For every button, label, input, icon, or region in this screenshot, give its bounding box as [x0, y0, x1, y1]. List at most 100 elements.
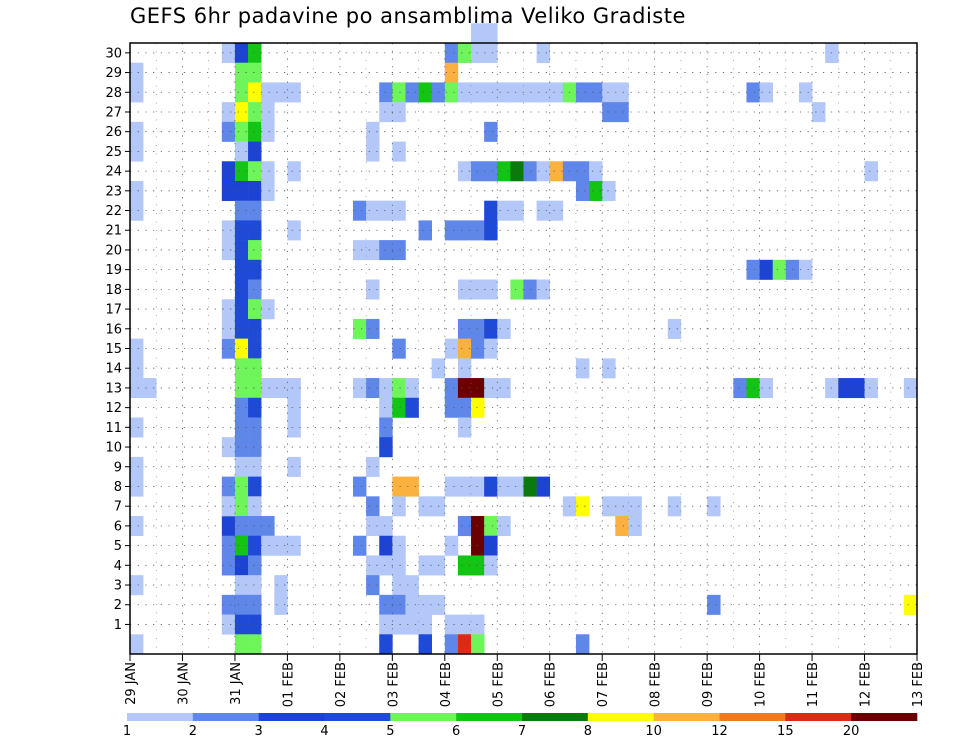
- heatmap-cell: [248, 200, 262, 221]
- heatmap-cell: [287, 417, 301, 438]
- heatmap-cell: [484, 535, 498, 556]
- y-tick-label: 6: [114, 519, 122, 534]
- heatmap-cell: [405, 378, 419, 399]
- heatmap-cell: [221, 180, 236, 201]
- colorbar-swatch: [522, 713, 589, 721]
- heatmap-cell: [484, 555, 498, 576]
- heatmap-cell: [549, 200, 564, 221]
- heatmap-cell: [628, 496, 642, 517]
- colorbar-label: 20: [843, 724, 860, 739]
- colorbar-swatch: [456, 713, 523, 721]
- heatmap-cell: [234, 476, 249, 497]
- x-tick-label: 06 FEB: [544, 662, 559, 707]
- heatmap-cell: [812, 102, 826, 123]
- heatmap-cell: [248, 614, 262, 635]
- heatmap-cell: [274, 535, 288, 556]
- heatmap-cell: [457, 476, 472, 497]
- heatmap-cell: [130, 575, 144, 596]
- x-tick-label: 31 JAN: [229, 662, 244, 705]
- heatmap-cell: [234, 141, 249, 162]
- x-tick-label: 02 FEB: [334, 662, 349, 707]
- heatmap-cell: [287, 535, 301, 556]
- heatmap-cell: [352, 378, 367, 399]
- heatmap-cell: [130, 141, 144, 162]
- y-tick-label: 10: [105, 441, 122, 456]
- heatmap-cell: [536, 200, 551, 221]
- heatmap-cell: [234, 378, 249, 399]
- heatmap-cell: [392, 82, 406, 103]
- heatmap-cell: [392, 535, 406, 556]
- heatmap-cell: [221, 476, 236, 497]
- heatmap-cell: [248, 397, 262, 418]
- heatmap-cell: [261, 180, 275, 201]
- heatmap-cell: [221, 614, 236, 635]
- heatmap-cell: [234, 220, 249, 241]
- heatmap-cell: [457, 397, 472, 418]
- heatmap-cell: [130, 338, 144, 359]
- heatmap-cell: [234, 43, 249, 64]
- heatmap-cell: [392, 200, 406, 221]
- heatmap-cell: [392, 476, 406, 497]
- colorbar-swatch: [851, 713, 918, 721]
- heatmap-cell: [405, 594, 419, 615]
- heatmap-cell: [248, 555, 262, 576]
- heatmap-cell: [130, 634, 144, 655]
- heatmap-cell: [484, 82, 498, 103]
- heatmap-cell: [221, 594, 236, 615]
- heatmap-cell: [392, 378, 406, 399]
- heatmap-cell: [864, 161, 878, 182]
- heatmap-cell: [352, 200, 367, 221]
- heatmap-cell: [457, 318, 472, 339]
- heatmap-cell: [221, 535, 236, 556]
- x-tick-label: 10 FEB: [754, 662, 769, 707]
- heatmap-cell: [471, 220, 485, 241]
- heatmap-cell: [234, 594, 249, 615]
- heatmap-cell: [379, 417, 393, 438]
- heatmap-cell: [523, 82, 537, 103]
- heatmap-cell: [379, 634, 393, 655]
- heatmap-cell: [261, 161, 275, 182]
- heatmap-cell: [392, 397, 406, 418]
- heatmap-cell: [471, 161, 485, 182]
- heatmap-cell: [615, 102, 629, 123]
- x-tick-label: 09 FEB: [701, 662, 716, 707]
- heatmap-cell: [484, 121, 498, 142]
- heatmap-cell: [497, 378, 511, 399]
- heatmap-cell: [366, 555, 380, 576]
- y-tick-label: 30: [105, 46, 122, 61]
- heatmap-cell: [130, 200, 144, 221]
- heatmap-cell: [261, 102, 275, 123]
- heatmap-cell: [234, 516, 249, 537]
- heatmap-cell: [248, 240, 262, 261]
- heatmap-cell: [221, 338, 236, 359]
- y-tick-label: 15: [105, 342, 122, 357]
- heatmap-cell: [379, 200, 393, 221]
- heatmap-cell: [248, 456, 262, 477]
- heatmap-cell: [248, 575, 262, 596]
- heatmap-cell: [379, 378, 393, 399]
- heatmap-cell: [457, 634, 472, 655]
- colorbar-swatch: [192, 713, 259, 721]
- colorbar-label: 6: [452, 724, 460, 739]
- grid-lines: [129, 43, 918, 654]
- y-tick-label: 19: [105, 263, 122, 278]
- heatmap-cell: [248, 102, 262, 123]
- y-tick-label: 1: [114, 618, 122, 633]
- heatmap-cell: [248, 318, 262, 339]
- colorbar-label: 10: [645, 724, 662, 739]
- heatmap-cell: [248, 378, 262, 399]
- heatmap-cell: [471, 378, 485, 399]
- heatmap-cell: [602, 496, 616, 517]
- heatmap-cell: [471, 318, 485, 339]
- heatmap-cell: [287, 397, 301, 418]
- heatmap-cell: [379, 82, 393, 103]
- heatmap-cell: [497, 476, 511, 497]
- heatmap-cell: [221, 516, 236, 537]
- heatmap-cell: [234, 634, 249, 655]
- heatmap-cell: [366, 279, 380, 300]
- heatmap-cell: [248, 141, 262, 162]
- heatmap-cell: [589, 161, 603, 182]
- heatmap-cell: [248, 634, 262, 655]
- y-tick-label: 14: [105, 362, 122, 377]
